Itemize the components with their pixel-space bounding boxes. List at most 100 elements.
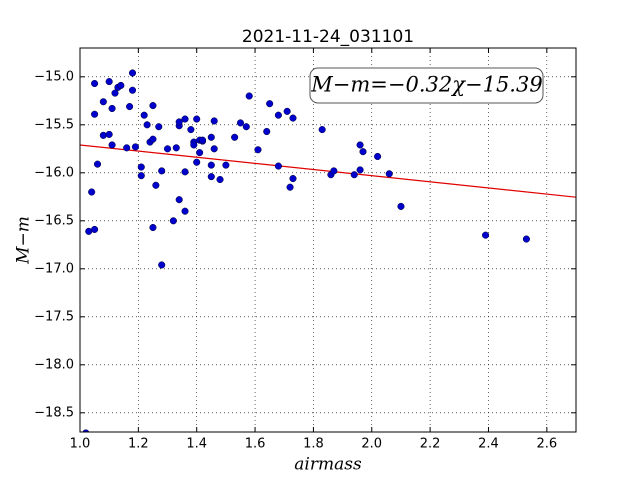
y-tick-label: −18.0 <box>34 357 74 372</box>
data-point <box>222 161 230 169</box>
data-point <box>236 119 245 127</box>
data-point <box>187 126 195 134</box>
data-point <box>330 167 338 175</box>
annotation: M−m=−0.32χ−15.39 <box>310 73 542 97</box>
data-point <box>254 146 262 154</box>
data-point <box>374 152 382 161</box>
y-tick-label: −15.5 <box>34 117 74 132</box>
data-point <box>245 92 253 100</box>
data-point <box>181 168 189 176</box>
data-point <box>263 127 271 136</box>
y-axis-label: M−m <box>14 216 34 265</box>
data-point <box>274 162 282 170</box>
data-point <box>207 173 215 181</box>
x-tick-label: 2.4 <box>478 437 499 452</box>
x-tick-label: 2.6 <box>536 437 557 452</box>
data-point <box>140 111 148 119</box>
data-point <box>210 145 218 153</box>
data-point <box>155 123 163 131</box>
data-point <box>196 149 204 157</box>
data-point <box>143 121 151 129</box>
data-point <box>91 225 99 233</box>
data-point <box>93 160 102 168</box>
data-point <box>152 181 160 189</box>
data-point <box>169 217 177 225</box>
data-point <box>175 196 183 204</box>
x-axis-label: airmass <box>294 455 362 475</box>
data-point <box>190 141 198 149</box>
data-point <box>522 235 530 243</box>
y-tick-label: −16.5 <box>34 213 74 228</box>
data-point <box>482 231 490 239</box>
data-point <box>82 429 90 432</box>
x-tick-label: 1.0 <box>70 437 91 452</box>
data-point <box>231 133 239 141</box>
data-point <box>123 144 131 152</box>
data-point <box>128 86 137 94</box>
annotation-box <box>309 67 544 104</box>
data-point <box>128 69 137 77</box>
data-point <box>266 100 274 108</box>
y-tick-label: −18.5 <box>34 405 74 420</box>
data-point <box>385 170 393 178</box>
data-point <box>181 115 189 123</box>
data-point <box>149 102 157 110</box>
data-point <box>149 135 157 143</box>
data-point <box>289 175 297 183</box>
axes-frame <box>79 47 577 433</box>
data-point <box>175 118 183 126</box>
data-point <box>210 117 218 125</box>
x-tick-label: 1.2 <box>128 437 149 452</box>
y-tick-label: −17.5 <box>34 309 74 324</box>
data-point <box>163 145 172 153</box>
data-point <box>289 114 297 122</box>
data-point <box>99 131 107 139</box>
data-point <box>318 126 326 134</box>
data-point <box>105 78 113 86</box>
fit-line <box>80 144 576 198</box>
data-point <box>286 183 294 191</box>
data-point <box>126 103 134 111</box>
data-point <box>359 148 367 156</box>
data-point <box>117 81 125 89</box>
data-point <box>137 163 145 171</box>
data-point <box>216 175 224 184</box>
data-point <box>108 104 116 113</box>
data-point <box>193 115 201 123</box>
data-point <box>356 141 364 149</box>
data-point <box>181 207 189 215</box>
x-tick-label: 2.0 <box>361 437 382 452</box>
data-point <box>207 161 215 169</box>
y-tick-label: −17.0 <box>34 261 74 276</box>
data-point <box>350 171 358 179</box>
data-point <box>198 136 207 144</box>
data-point <box>283 107 291 115</box>
data-point <box>137 172 145 180</box>
data-point <box>88 188 96 196</box>
data-point <box>274 111 282 119</box>
x-tick-label: 1.8 <box>303 437 324 452</box>
data-point <box>242 123 250 131</box>
x-tick-label: 1.6 <box>245 437 266 452</box>
data-point <box>91 79 99 88</box>
chart-title: 2021-11-24_031101 <box>242 27 414 47</box>
data-point <box>91 110 99 118</box>
plot-area <box>80 69 576 432</box>
data-point <box>356 166 364 174</box>
x-tick-label: 1.4 <box>186 437 207 452</box>
data-point <box>131 143 139 151</box>
data-point <box>111 89 119 97</box>
data-point <box>158 167 166 175</box>
data-point <box>158 261 166 269</box>
data-point <box>149 223 157 232</box>
data-point <box>207 133 215 141</box>
y-tick-label: −16.0 <box>34 165 74 180</box>
data-point <box>397 202 405 210</box>
x-tick-label: 2.2 <box>420 437 441 452</box>
data-point <box>193 158 201 166</box>
data-point <box>99 98 107 106</box>
data-point <box>172 144 180 152</box>
y-tick-label: −15.0 <box>34 69 74 84</box>
data-point <box>108 141 116 149</box>
